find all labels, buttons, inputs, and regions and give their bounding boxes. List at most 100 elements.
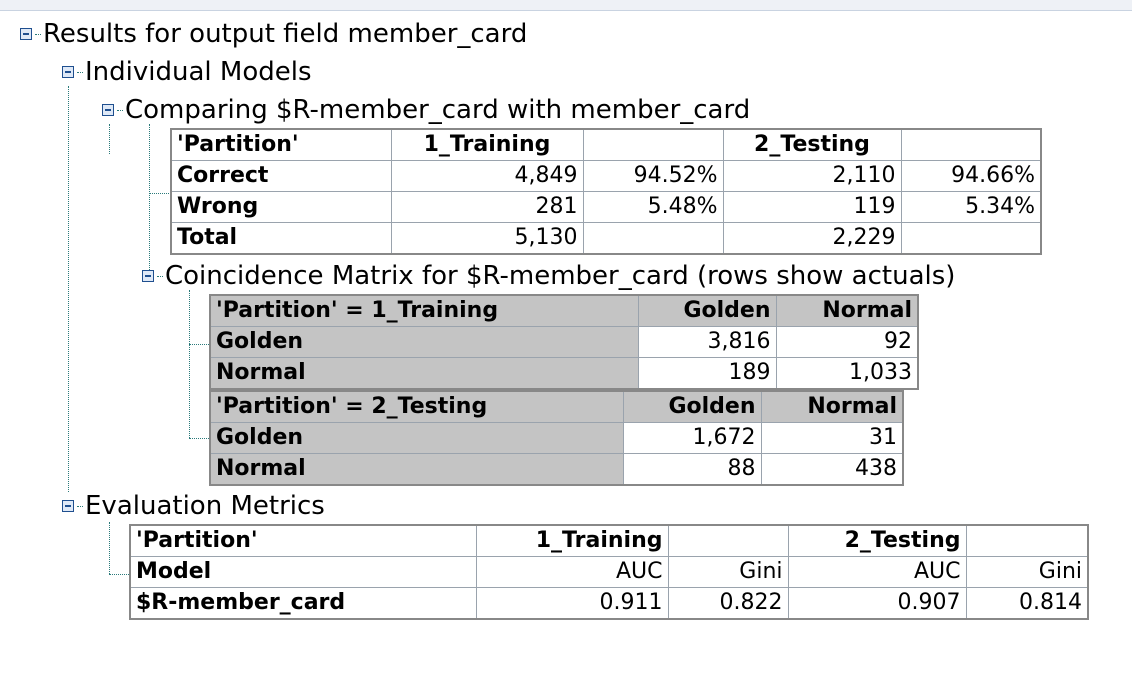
table-cell: 5,130 [390, 222, 584, 255]
table-row: Golden 3,816 92 [209, 326, 919, 358]
table-header-cell [667, 524, 789, 557]
table-header-cell: 1_Training [475, 524, 669, 557]
tree-node-label: Individual Models [85, 57, 312, 87]
table-cell: 92 [775, 326, 919, 358]
table-header-cell: Golden [622, 390, 762, 423]
table-cell: 119 [722, 191, 902, 223]
table-row: Model AUC Gini AUC Gini [129, 556, 1089, 588]
tree-line [109, 124, 110, 154]
table-cell: 2,110 [722, 160, 902, 192]
tree-line [189, 438, 209, 439]
table-cell: 31 [760, 422, 904, 454]
table-header-cell: 1_Training [390, 128, 584, 161]
table-header-cell: Normal [775, 294, 919, 327]
table-cell: 94.66% [900, 160, 1042, 192]
table-cell: 1,672 [622, 422, 762, 454]
row-label: Model [129, 556, 477, 588]
tree-node-coincidence[interactable]: Coincidence Matrix for $R-member_card (r… [142, 261, 955, 291]
tree-node-label: Evaluation Metrics [85, 491, 325, 521]
tree-line [149, 193, 169, 194]
row-label: Golden [209, 422, 624, 454]
table-row: $R-member_card 0.911 0.822 0.907 0.814 [129, 587, 1089, 620]
collapse-icon[interactable] [102, 104, 114, 116]
table-cell: AUC [475, 556, 669, 588]
evaluation-table: 'Partition' 1_Training 2_Testing Model A… [129, 524, 1089, 620]
collapse-icon[interactable] [62, 500, 74, 512]
tree-node-label: Results for output field member_card [43, 19, 528, 49]
table-header-cell [900, 128, 1042, 161]
table-cell: AUC [787, 556, 967, 588]
table-row: 'Partition' = 1_Training Golden Normal [209, 294, 919, 327]
tree-dots [157, 275, 163, 277]
table-row: Golden 1,672 31 [209, 422, 904, 454]
row-label: Wrong [170, 191, 392, 223]
table-row: Total 5,130 2,229 [170, 222, 1042, 255]
tree-line [189, 290, 190, 438]
table-cell: 0.907 [787, 587, 967, 620]
table-header-cell [582, 128, 724, 161]
table-header-cell: 2_Testing [787, 524, 967, 557]
table-cell: 5.34% [900, 191, 1042, 223]
comparison-table: 'Partition' 1_Training 2_Testing Correct… [170, 128, 1042, 255]
table-cell: 2,229 [722, 222, 902, 255]
tree-dots [77, 71, 83, 73]
table-cell: 281 [390, 191, 584, 223]
table-cell: 0.814 [965, 587, 1089, 620]
tree-line [109, 522, 110, 574]
table-cell: 94.52% [582, 160, 724, 192]
row-label: Normal [209, 453, 624, 486]
tree-node-individual-models[interactable]: Individual Models [62, 57, 312, 87]
table-header-cell: 'Partition' [170, 128, 392, 161]
table-cell: 88 [622, 453, 762, 486]
row-label: $R-member_card [129, 587, 477, 620]
table-header-cell: Normal [760, 390, 904, 423]
table-row: Correct 4,849 94.52% 2,110 94.66% [170, 160, 1042, 192]
tree-line [109, 574, 129, 575]
tree-dots [77, 505, 83, 507]
table-row: 'Partition' = 2_Testing Golden Normal [209, 390, 904, 423]
tree-dots [117, 109, 123, 111]
table-cell: 0.911 [475, 587, 669, 620]
table-row: 'Partition' 1_Training 2_Testing [129, 524, 1089, 557]
row-label: Correct [170, 160, 392, 192]
table-cell: 5.48% [582, 191, 724, 223]
row-label: Total [170, 222, 392, 255]
table-cell: 3,816 [637, 326, 777, 358]
table-header-cell: 'Partition' [129, 524, 477, 557]
row-label: Normal [209, 357, 639, 390]
table-header-cell: 2_Testing [722, 128, 902, 161]
table-cell: 1,033 [775, 357, 919, 390]
top-border [0, 0, 1132, 11]
table-row: Wrong 281 5.48% 119 5.34% [170, 191, 1042, 223]
tree-line [149, 124, 150, 274]
table-cell: 4,849 [390, 160, 584, 192]
tree-node-label: Coincidence Matrix for $R-member_card (r… [165, 261, 956, 291]
table-row: Normal 88 438 [209, 453, 904, 486]
coincidence-testing-table: 'Partition' = 2_Testing Golden Normal Go… [209, 390, 904, 486]
table-row: 'Partition' 1_Training 2_Testing [170, 128, 1042, 161]
tree-node-label: Comparing $R-member_card with member_car… [125, 95, 751, 125]
tree-node-comparing[interactable]: Comparing $R-member_card with member_car… [102, 95, 750, 125]
tree-line [189, 344, 209, 345]
row-label: Golden [209, 326, 639, 358]
collapse-icon[interactable] [62, 66, 74, 78]
table-cell: 438 [760, 453, 904, 486]
tree-dots [35, 33, 41, 35]
collapse-icon[interactable] [142, 270, 154, 282]
collapse-icon[interactable] [20, 28, 32, 40]
table-header-cell [965, 524, 1089, 557]
table-row: Normal 189 1,033 [209, 357, 919, 390]
table-header-cell: Golden [637, 294, 777, 327]
table-header-cell: 'Partition' = 2_Testing [209, 390, 624, 423]
tree-node-evaluation[interactable]: Evaluation Metrics [62, 491, 325, 521]
table-cell: Gini [965, 556, 1089, 588]
table-cell: 0.822 [667, 587, 789, 620]
table-cell: 189 [637, 357, 777, 390]
coincidence-training-table: 'Partition' = 1_Training Golden Normal G… [209, 294, 919, 390]
table-cell [900, 222, 1042, 255]
table-cell: Gini [667, 556, 789, 588]
tree-line [68, 86, 69, 492]
table-header-cell: 'Partition' = 1_Training [209, 294, 639, 327]
tree-node-root[interactable]: Results for output field member_card [20, 19, 527, 49]
table-cell [582, 222, 724, 255]
